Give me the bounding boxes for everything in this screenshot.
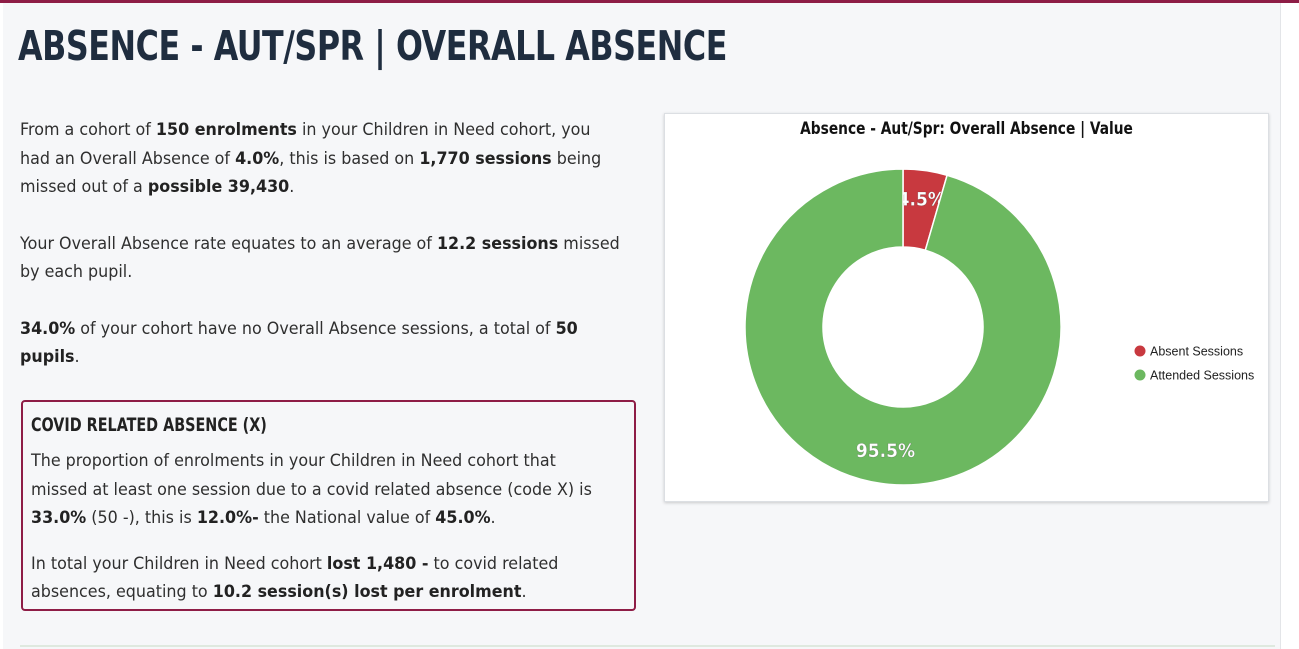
- legend-marker-absent-sessions: [1134, 345, 1146, 357]
- donut-label-absent-sessions: 4.5%: [898, 188, 945, 210]
- legend-label-absent-sessions: Absent Sessions: [1150, 345, 1243, 359]
- page-title: ABSENCE - AUT/SPR | OVERALL ABSENCE: [18, 22, 728, 70]
- covid-box-text: The proportion of enrolments in your Chi…: [31, 447, 610, 624]
- covid-paragraph-proportion: The proportion of enrolments in your Chi…: [31, 451, 592, 527]
- summary-paragraph-cohort: From a cohort of 150 enrolments in your …: [20, 120, 602, 196]
- section-divider: [20, 645, 1275, 647]
- chart-title: Absence - Aut/Spr: Overall Absence | Val…: [800, 119, 1133, 139]
- donut-slice-attended-sessions[interactable]: [744, 168, 1062, 486]
- covid-absence-box: COVID RELATED ABSENCE (X) The proportion…: [21, 400, 636, 611]
- legend-label-attended-sessions: Attended Sessions: [1150, 369, 1254, 383]
- donut-label-attended-sessions: 95.5%: [856, 440, 915, 462]
- chart-panel: Absence - Aut/Spr: Overall Absence | Val…: [664, 113, 1269, 502]
- summary-paragraph-no-absence: 34.0% of your cohort have no Overall Abs…: [20, 318, 578, 367]
- legend-item-absent-sessions[interactable]: Absent Sessions: [1134, 345, 1244, 359]
- summary-paragraph-average: Your Overall Absence rate equates to an …: [20, 233, 620, 282]
- covid-paragraph-lost: In total your Children in Need cohort lo…: [31, 553, 559, 602]
- summary-text: From a cohort of 150 enrolments in your …: [20, 116, 623, 400]
- legend-item-attended-sessions[interactable]: Attended Sessions: [1134, 369, 1255, 383]
- right-gutter: [1280, 3, 1299, 649]
- donut-chart: 4.5% 95.5% Absent Sessions Attended Session…: [744, 168, 1255, 486]
- covid-box-title: COVID RELATED ABSENCE (X): [31, 414, 267, 436]
- top-accent-border: [0, 0, 1299, 3]
- legend-marker-attended-sessions: [1134, 369, 1146, 381]
